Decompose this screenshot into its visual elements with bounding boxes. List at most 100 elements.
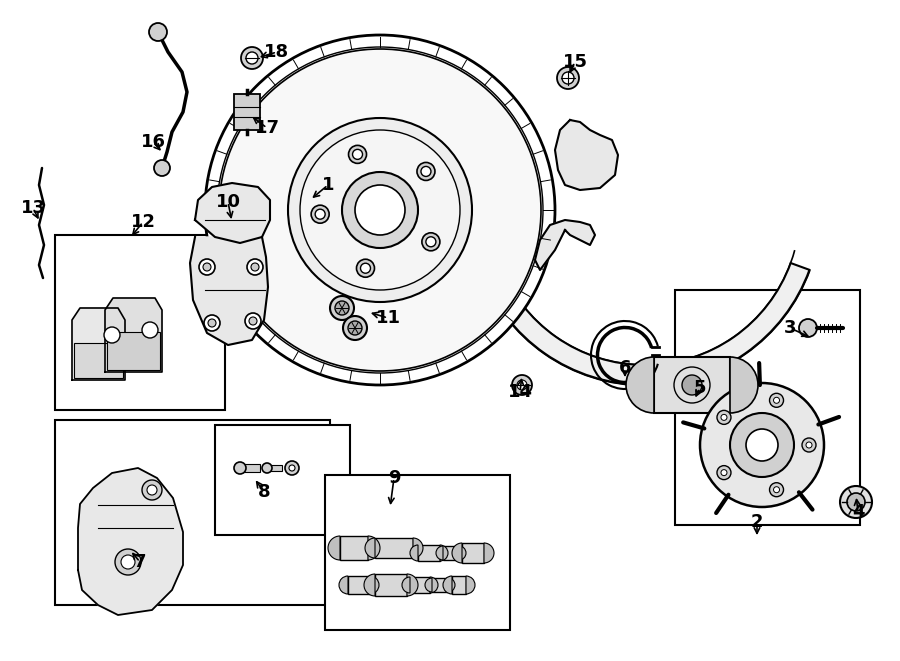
Text: 1: 1	[322, 176, 334, 194]
Wedge shape	[365, 538, 375, 558]
Wedge shape	[364, 574, 375, 596]
Bar	[325, 475, 510, 630]
Circle shape	[557, 67, 579, 89]
Circle shape	[355, 185, 405, 235]
Circle shape	[219, 49, 541, 371]
Circle shape	[247, 259, 263, 275]
Text: 12: 12	[130, 213, 156, 231]
Circle shape	[426, 237, 436, 247]
Circle shape	[300, 130, 460, 290]
Wedge shape	[730, 357, 758, 413]
Text: 7: 7	[134, 553, 146, 571]
Bar	[443, 546, 459, 560]
Bar	[675, 290, 860, 525]
Circle shape	[770, 483, 784, 496]
Bar	[410, 577, 430, 593]
Wedge shape	[440, 545, 448, 561]
Circle shape	[115, 549, 141, 575]
Circle shape	[289, 465, 295, 471]
Text: 10: 10	[215, 193, 240, 211]
Circle shape	[517, 380, 527, 390]
Circle shape	[249, 317, 257, 325]
Circle shape	[149, 23, 167, 41]
Circle shape	[730, 413, 794, 477]
Circle shape	[246, 52, 258, 64]
Circle shape	[773, 486, 779, 492]
Circle shape	[770, 393, 784, 407]
Circle shape	[348, 145, 366, 163]
Circle shape	[356, 259, 374, 277]
Wedge shape	[452, 543, 462, 563]
Bar	[375, 538, 413, 558]
Circle shape	[285, 461, 299, 475]
Text: 4: 4	[851, 503, 864, 521]
Circle shape	[721, 414, 727, 420]
Bar	[55, 420, 330, 605]
Polygon shape	[535, 220, 595, 270]
Circle shape	[262, 463, 272, 473]
Bar	[340, 536, 368, 560]
Text: 18: 18	[265, 43, 290, 61]
Wedge shape	[626, 357, 654, 413]
Circle shape	[142, 322, 158, 338]
Wedge shape	[410, 545, 418, 561]
Bar	[107, 332, 160, 370]
Text: 15: 15	[562, 53, 588, 71]
Circle shape	[204, 315, 220, 331]
Wedge shape	[481, 263, 809, 385]
Circle shape	[417, 163, 435, 180]
Circle shape	[562, 72, 574, 84]
Wedge shape	[407, 574, 418, 596]
Bar	[240, 464, 260, 472]
Bar	[234, 94, 260, 130]
Text: 14: 14	[508, 383, 533, 401]
Circle shape	[746, 429, 778, 461]
Circle shape	[361, 263, 371, 273]
Circle shape	[847, 493, 865, 511]
Circle shape	[104, 327, 120, 343]
Circle shape	[335, 301, 349, 315]
Polygon shape	[190, 237, 268, 345]
Text: 3: 3	[784, 319, 796, 337]
Wedge shape	[430, 577, 438, 593]
Circle shape	[203, 263, 211, 271]
Wedge shape	[436, 546, 443, 560]
Wedge shape	[459, 546, 466, 560]
Text: 2: 2	[751, 513, 763, 531]
Text: 6: 6	[619, 359, 631, 377]
Bar	[452, 576, 466, 594]
Circle shape	[234, 462, 246, 474]
Bar	[375, 574, 407, 596]
Bar	[267, 465, 282, 471]
Circle shape	[288, 118, 472, 302]
Circle shape	[343, 316, 367, 340]
Circle shape	[717, 465, 731, 480]
Wedge shape	[402, 577, 410, 593]
Wedge shape	[484, 543, 494, 563]
Bar	[462, 543, 484, 563]
Circle shape	[840, 486, 872, 518]
Circle shape	[199, 259, 215, 275]
Circle shape	[700, 383, 824, 507]
Polygon shape	[78, 468, 183, 615]
Bar	[418, 545, 440, 561]
Circle shape	[121, 555, 135, 569]
Circle shape	[806, 442, 812, 448]
Bar	[365, 323, 397, 333]
Bar	[654, 357, 730, 413]
Circle shape	[802, 438, 816, 452]
Wedge shape	[328, 536, 340, 560]
Circle shape	[773, 397, 779, 403]
Circle shape	[422, 233, 440, 251]
Circle shape	[245, 313, 261, 329]
Circle shape	[342, 172, 418, 248]
Bar	[352, 303, 384, 313]
Circle shape	[348, 321, 362, 335]
Circle shape	[353, 149, 363, 159]
Bar	[215, 425, 350, 535]
Circle shape	[251, 263, 259, 271]
Bar	[348, 576, 370, 594]
Circle shape	[512, 375, 532, 395]
Circle shape	[241, 47, 263, 69]
Circle shape	[154, 160, 170, 176]
